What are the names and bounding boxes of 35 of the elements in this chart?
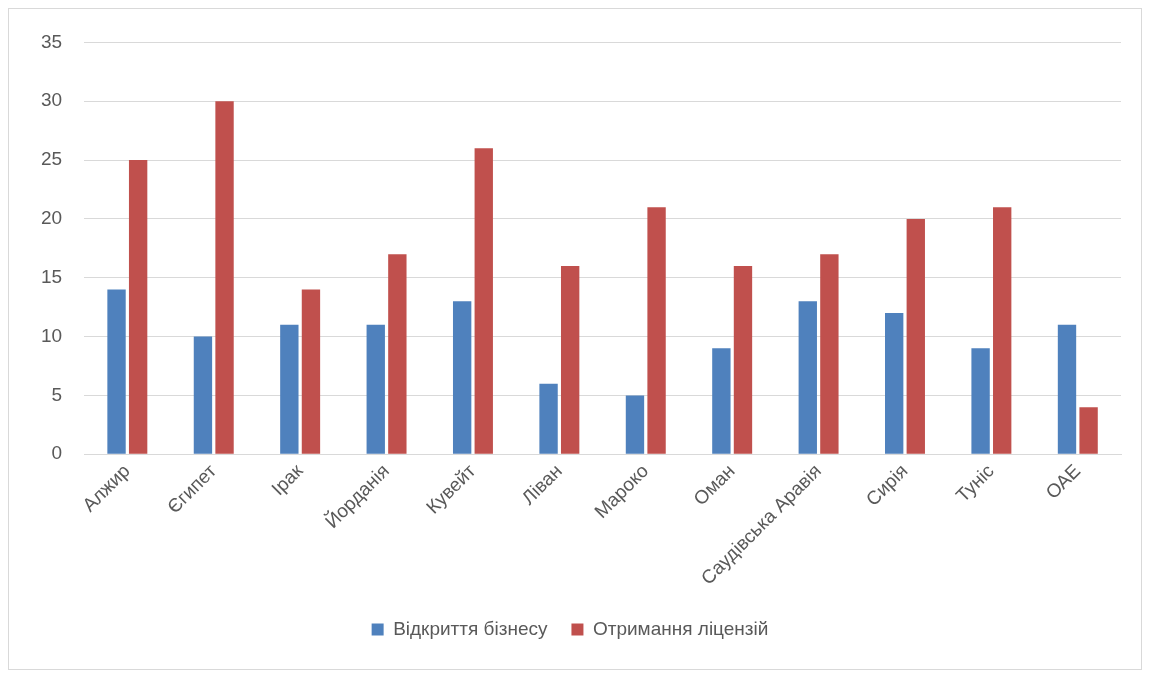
bar xyxy=(885,313,904,454)
bar xyxy=(733,265,753,454)
bar xyxy=(625,395,645,454)
bar xyxy=(993,207,1012,454)
bar xyxy=(820,254,839,454)
bar xyxy=(906,218,925,454)
y-tick-label: 0 xyxy=(51,442,63,464)
bar xyxy=(452,301,472,454)
y-tick-label: 15 xyxy=(40,265,63,287)
bar xyxy=(107,289,126,454)
bar xyxy=(712,348,731,454)
bar xyxy=(280,324,299,454)
bar xyxy=(1057,324,1077,454)
y-tick-label: 5 xyxy=(51,383,63,405)
bar xyxy=(215,101,234,454)
bar xyxy=(560,265,580,454)
bar xyxy=(539,383,558,454)
bar xyxy=(1079,407,1098,454)
legend-label: Відкриття бізнесу xyxy=(393,617,548,639)
bar xyxy=(128,160,148,454)
y-tick-label: 20 xyxy=(40,207,63,229)
bar xyxy=(474,148,493,454)
bar xyxy=(301,289,321,454)
x-tick-label: Ірак xyxy=(267,459,308,500)
bar xyxy=(971,348,990,454)
y-tick-label: 30 xyxy=(40,89,63,111)
bar xyxy=(366,324,385,454)
bar xyxy=(647,207,666,454)
bar xyxy=(798,301,817,454)
bar xyxy=(388,254,407,454)
y-tick-label: 10 xyxy=(40,324,63,346)
y-tick-label: 25 xyxy=(40,148,63,170)
legend-label: Отримання ліцензій xyxy=(592,617,769,639)
bar xyxy=(193,336,213,454)
y-tick-label: 35 xyxy=(40,30,63,52)
